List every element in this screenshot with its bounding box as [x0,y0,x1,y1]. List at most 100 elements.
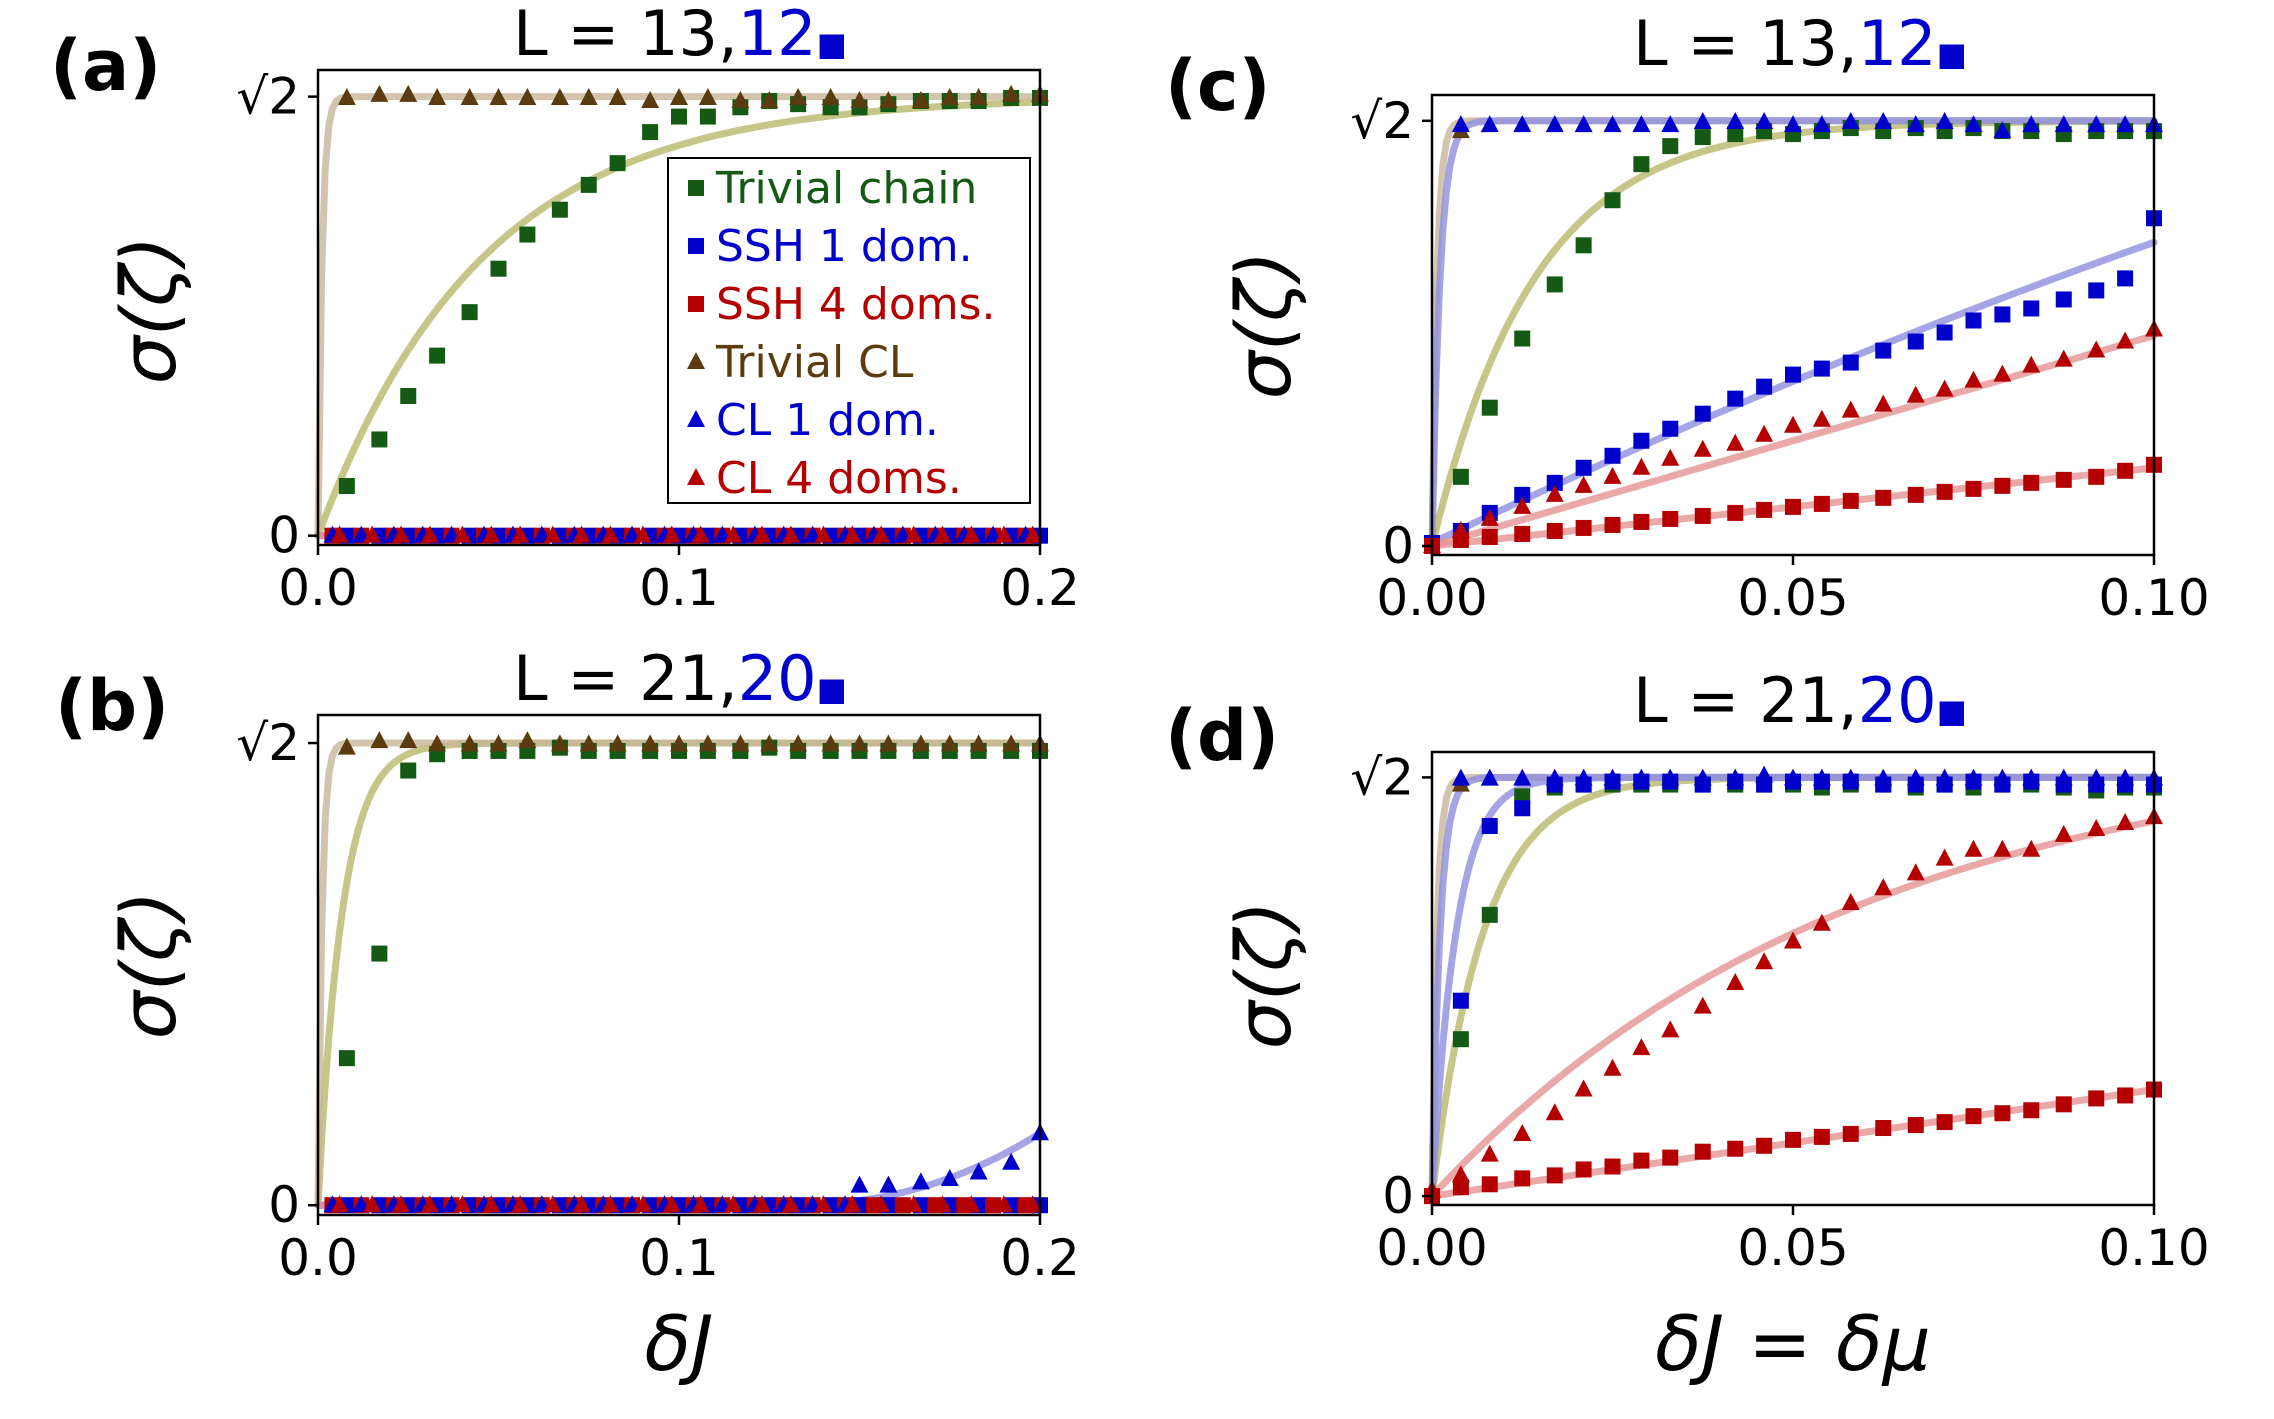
data-point-triangle [872,1195,891,1213]
data-point-square [1965,1108,1982,1125]
data-point-triangle [789,734,808,752]
data-point-square [1694,507,1711,524]
data-point-triangle [363,525,382,543]
data-point-square [1875,1120,1892,1137]
data-point-triangle [482,525,501,543]
data-point-triangle [633,1195,652,1213]
data-point-square [699,108,716,125]
data-point-square [1694,1143,1711,1160]
data-point-triangle [1812,115,1831,133]
data-point-square [1875,489,1892,506]
data-point-square [1633,156,1650,173]
data-point-triangle [1726,768,1745,786]
data-point-square [1727,504,1744,521]
data-point-square [1514,800,1531,817]
data-point-triangle [543,525,562,543]
data-point-triangle [1906,768,1925,786]
data-point-square [1756,1137,1773,1154]
panel-label: (b) [55,665,169,747]
data-point-triangle [428,87,447,105]
data-point-triangle [420,1195,439,1213]
data-point-triangle [1632,115,1651,133]
data-point-square [1604,516,1621,533]
legend-marker-square [688,296,704,312]
data-point-triangle [1545,768,1564,786]
y-tick-label: 0 [1382,517,1414,575]
data-point-triangle [1964,768,1983,786]
data-point-triangle [1812,768,1831,786]
data-point-square [1842,354,1859,371]
legend-entry-label: SSH 1 dom. [716,221,973,272]
data-point-square [1514,525,1531,542]
data-point-triangle [1874,878,1893,896]
axes-frame [316,713,1042,1217]
data-point-triangle [1906,863,1925,881]
panel-label: (a) [50,25,161,107]
data-point-triangle [879,1175,898,1193]
data-point-triangle [1574,115,1593,133]
data-point-triangle [969,734,988,752]
data-point-triangle [392,1195,411,1213]
data-point-triangle [1451,768,1470,786]
data-point-square [1575,519,1592,536]
data-point-square [1662,420,1679,437]
data-point-triangle [1935,379,1954,397]
data-point-square [1994,477,2011,494]
data-point-square [1907,1117,1924,1134]
legend-entry-label: SSH 4 doms. [716,279,996,330]
data-point-square [1575,459,1592,476]
x-tick-label: 0.0 [278,1229,358,1287]
data-point-triangle [330,1195,349,1213]
data-point-triangle [428,734,447,752]
legend-entry-label: CL 1 dom. [716,395,939,446]
data-point-triangle [399,84,418,102]
data-point-triangle [579,87,598,105]
data-point-triangle [1513,115,1532,133]
data-point-triangle [2116,331,2135,349]
data-point-triangle [1513,768,1532,786]
chart-title: L = 21,20■ [513,642,847,715]
data-point-triangle [460,734,479,752]
data-point-triangle [1451,115,1470,133]
data-point-triangle [691,525,710,543]
data-point-triangle [821,87,840,105]
data-point-triangle [662,1195,681,1213]
data-point-square [1965,312,1982,329]
data-point-triangle [543,1195,562,1213]
chart-title: L = 13,12■ [513,0,847,70]
data-point-triangle [698,734,717,752]
data-point-triangle [337,737,356,755]
data-point-triangle [2054,824,2073,842]
data-point-triangle [1784,931,1802,949]
data-point-triangle [1661,1020,1680,1038]
data-point-square [1662,1149,1679,1166]
data-point-triangle [1513,1123,1532,1141]
data-point-square [1694,405,1711,422]
x-axis-label: δJ [645,1299,714,1388]
data-point-square [1965,480,1982,497]
data-point-triangle [370,731,389,749]
data-point-triangle [1603,1058,1622,1076]
data-point-square [1662,510,1679,527]
data-point-square [1452,1031,1469,1048]
data-point-square [2117,462,2134,479]
data-point-triangle [1545,484,1564,502]
data-point-square [1756,378,1773,395]
data-point-square [429,347,446,364]
x-tick-label: 0.1 [639,1229,719,1287]
data-point-triangle [1935,768,1954,786]
data-point-triangle [850,734,869,752]
data-point-square [400,387,417,404]
data-point-triangle [2116,768,2135,786]
data-point-triangle [1574,768,1593,786]
data-point-square [1727,390,1744,407]
data-point-square [1842,492,1859,509]
data-point-triangle [1841,893,1860,910]
x-tick-label: 0.0 [278,559,358,617]
chart-panel-b: 0.0 0.1 0.2 0 √2 (b) L = 21,20■ σ(ζ) δJ [55,642,1080,1388]
data-point-square [1514,486,1531,503]
data-point-triangle [724,1195,743,1213]
data-point-triangle [453,525,472,543]
data-point-triangle [2116,813,2135,831]
data-point-triangle [1451,1165,1470,1183]
